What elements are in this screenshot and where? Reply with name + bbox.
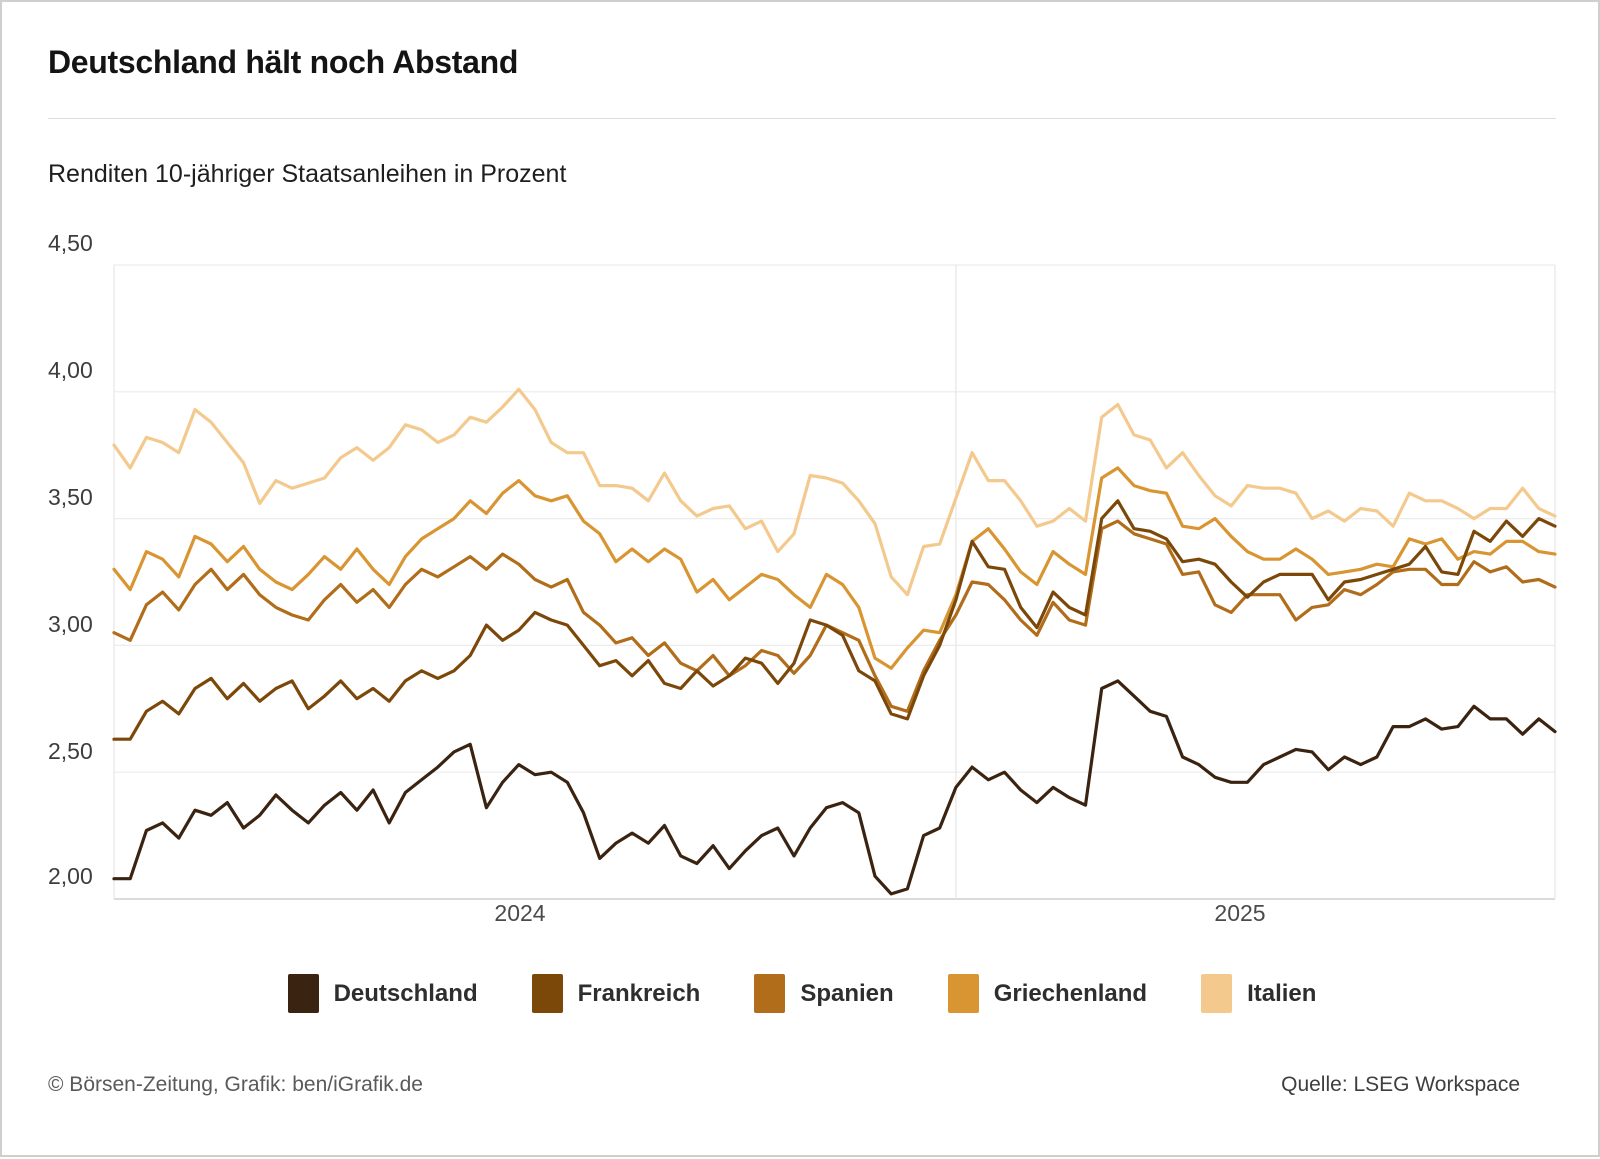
y-axis-tick-200: 2,00: [48, 863, 93, 889]
y-axis-tick-400: 4,00: [48, 357, 93, 383]
legend-item-italien: Italien: [1201, 974, 1316, 1013]
legend-label: Spanien: [800, 979, 894, 1007]
legend-item-griechenland: Griechenland: [947, 974, 1148, 1013]
y-axis-tick-450: 4,50: [48, 230, 93, 256]
y-axis-tick-300: 3,00: [48, 611, 93, 637]
legend-swatch-griechenland: [947, 974, 979, 1013]
legend-label: Griechenland: [993, 979, 1148, 1007]
legend-swatch-frankreich: [531, 974, 563, 1013]
legend-swatch-deutschland: [287, 974, 319, 1013]
legend-label: Frankreich: [577, 979, 701, 1007]
source-credit: Quelle: LSEG Workspace: [1281, 1073, 1520, 1096]
legend-label: Deutschland: [333, 979, 478, 1007]
chart-legend: Deutschland Frankreich Spanien Griechenland…: [2, 974, 1600, 1013]
line-deutschland: [112, 679, 1557, 896]
legend-swatch-italien: [1201, 974, 1233, 1013]
legend-item-deutschland: Deutschland: [287, 974, 478, 1013]
line-spanien: [112, 519, 1557, 713]
line-italien: [112, 387, 1557, 597]
title-divider: [48, 118, 1556, 119]
line-frankreich: [112, 499, 1557, 741]
y-axis-tick-250: 2,50: [48, 738, 93, 764]
legend-swatch-spanien: [754, 974, 786, 1013]
legend-item-spanien: Spanien: [754, 974, 894, 1013]
copyright-credit: © Börsen-Zeitung, Grafik: ben/iGrafik.de: [48, 1073, 423, 1096]
legend-label: Italien: [1247, 979, 1317, 1007]
y-axis-tick-350: 3,50: [48, 484, 93, 510]
x-axis-label-2024: 2024: [494, 900, 546, 926]
legend-item-frankreich: Frankreich: [531, 974, 701, 1013]
chart-subtitle: Renditen 10-jähriger Staatsanleihen in P…: [48, 160, 567, 188]
x-axis-label-2025: 2025: [1214, 900, 1266, 926]
line-griechenland: [112, 466, 1557, 670]
page-title: Deutschland hält noch Abstand: [48, 44, 519, 80]
